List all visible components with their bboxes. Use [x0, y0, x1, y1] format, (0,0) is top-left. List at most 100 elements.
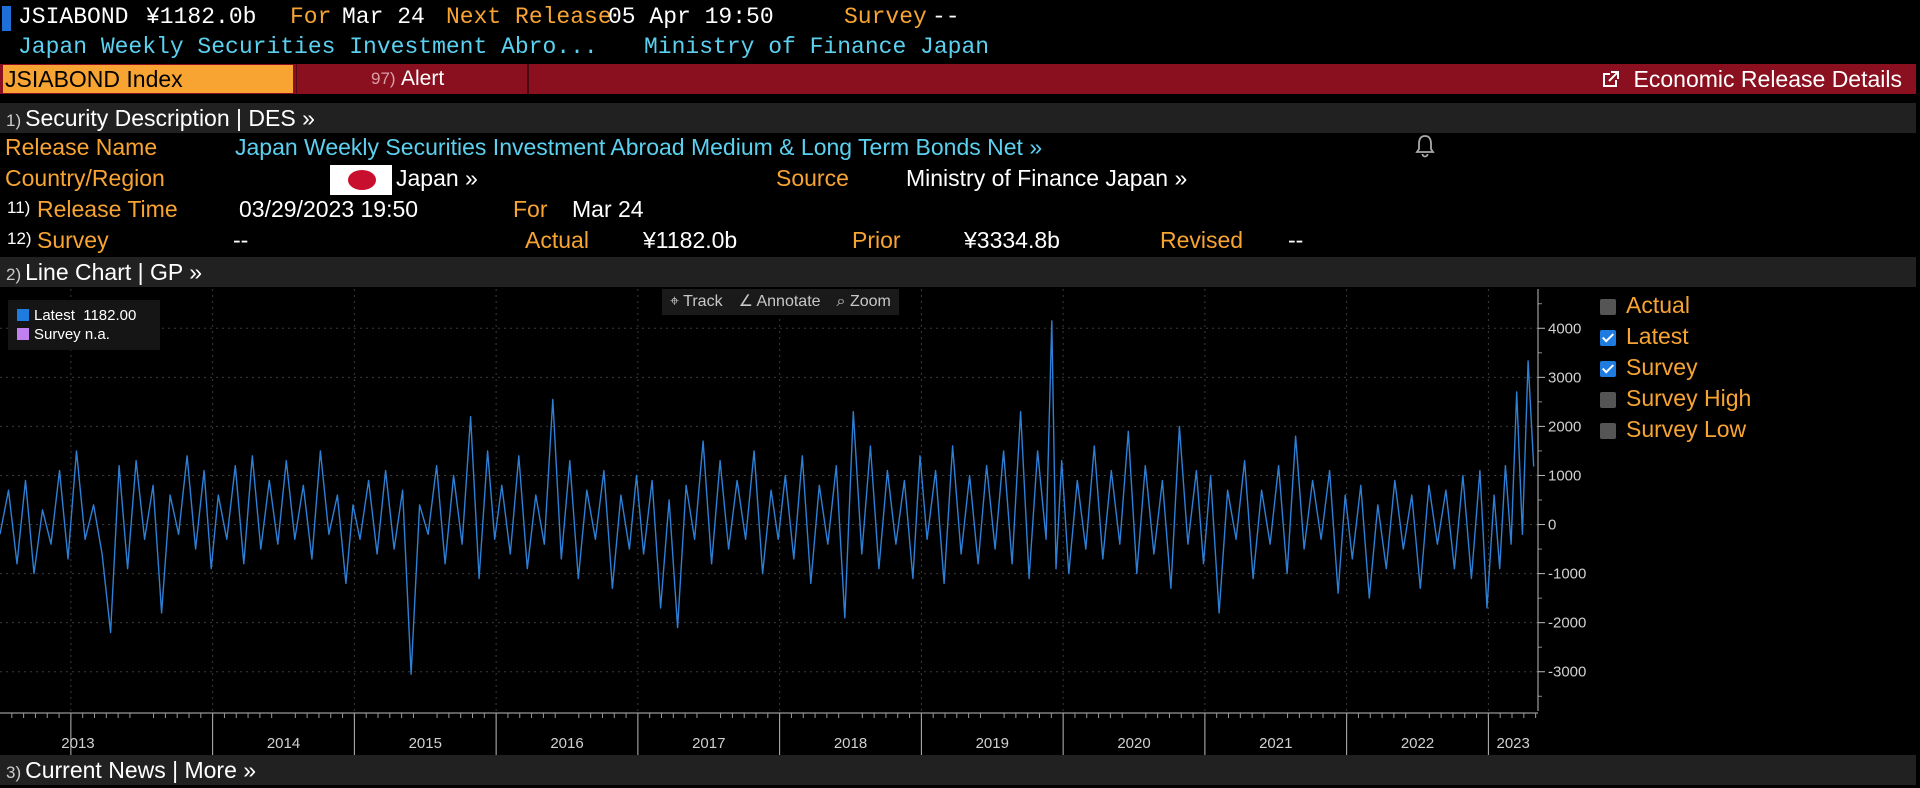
- chart-grid: [0, 289, 1538, 711]
- chart-area[interactable]: 4000 3000 2000 1000 0 -1000 -2000 -3000 2013 2014…: [0, 289, 1920, 755]
- track-button[interactable]: ⌖ Track: [662, 289, 731, 315]
- function-bar: [0, 64, 1916, 94]
- source-link[interactable]: Ministry of Finance Japan »: [906, 165, 1188, 191]
- actual-label: Actual: [525, 227, 589, 253]
- release-for-value: Mar 24: [572, 196, 644, 222]
- section-title: Current News | More »: [25, 757, 257, 783]
- y-tick-label: 3000: [1548, 369, 1581, 386]
- section-security-description[interactable]: 1) Security Description | DES »: [0, 103, 1916, 133]
- header-for-value: Mar 24: [342, 4, 425, 30]
- source-label: Source: [776, 165, 849, 191]
- release-time-number: 11): [7, 198, 31, 217]
- y-tick-label: 2000: [1548, 418, 1581, 435]
- checkbox-icon[interactable]: [1600, 330, 1616, 346]
- alert-label: Alert: [401, 67, 445, 90]
- header-next-release-label: Next Release: [446, 4, 612, 30]
- section-line-chart[interactable]: 2) Line Chart | GP »: [0, 257, 1916, 287]
- series-toggle-label: Survey High: [1626, 385, 1752, 411]
- legend-swatch: [17, 309, 29, 321]
- x-tick-label: 2013: [61, 735, 94, 752]
- pencil-icon: ∠: [738, 293, 753, 310]
- checkbox-icon[interactable]: [1600, 299, 1616, 315]
- series-toggle-survey-high[interactable]: Survey High: [1600, 383, 1751, 414]
- checkbox-icon[interactable]: [1600, 423, 1616, 439]
- release-for-label: For: [513, 196, 548, 222]
- bell-icon[interactable]: [1414, 134, 1436, 163]
- chart-series: [0, 320, 1535, 675]
- release-time-label[interactable]: Release Time: [37, 196, 178, 222]
- y-tick-label: -1000: [1548, 566, 1586, 583]
- y-tick-label: 0: [1548, 517, 1556, 534]
- header-source-short: Ministry of Finance Japan: [644, 34, 990, 60]
- alert-button[interactable]: 97) Alert: [296, 64, 529, 94]
- country-label: Country/Region: [5, 165, 165, 191]
- prior-label: Prior: [852, 227, 901, 253]
- zoom-label: Zoom: [849, 293, 891, 310]
- x-tick-label: 2020: [1117, 735, 1150, 752]
- series-toggle-survey[interactable]: Survey: [1600, 352, 1751, 383]
- external-link-icon: [1600, 66, 1634, 92]
- series-toggle-label: Survey Low: [1626, 416, 1747, 442]
- line-chart[interactable]: 4000 3000 2000 1000 0 -1000 -2000 -3000 2013 2014…: [0, 289, 1920, 755]
- x-tick-label: 2018: [834, 735, 867, 752]
- header-value: ¥1182.0b: [146, 4, 257, 30]
- y-tick-label: 4000: [1548, 320, 1581, 337]
- series-toggle-latest[interactable]: Latest: [1600, 321, 1751, 352]
- header-survey-value: --: [932, 4, 960, 30]
- release-time-value: 03/29/2023 19:50: [239, 196, 419, 222]
- checkbox-icon[interactable]: [1600, 361, 1616, 377]
- x-tick-label: 2022: [1401, 735, 1434, 752]
- prior-value: ¥3334.8b: [964, 227, 1060, 253]
- revised-value: --: [1288, 227, 1304, 253]
- legend-swatch: [17, 328, 29, 340]
- annotate-button[interactable]: ∠ Annotate: [731, 289, 829, 315]
- header-for-label: For: [290, 4, 332, 30]
- annotate-label: Annotate: [756, 293, 821, 310]
- survey-value: --: [233, 227, 249, 253]
- chart-axes: 4000 3000 2000 1000 0 -1000 -2000 -3000 2013 2014…: [0, 289, 1586, 755]
- erd-label: Economic Release Details: [1633, 66, 1902, 92]
- series-toggle-label: Latest: [1626, 323, 1689, 349]
- japan-flag-icon: [330, 165, 392, 195]
- crosshair-icon: ⌖: [670, 293, 680, 310]
- series-toggle-list: Actual Latest Survey Survey High Survey Low: [1600, 290, 1751, 445]
- zoom-button[interactable]: ⌕ Zoom: [829, 289, 899, 315]
- series-toggle-label: Actual: [1626, 292, 1690, 318]
- magnifier-icon: ⌕: [836, 293, 846, 310]
- actual-value: ¥1182.0b: [643, 227, 738, 253]
- series-toggle-label: Survey: [1626, 354, 1698, 380]
- survey-number: 12): [7, 229, 32, 248]
- section-title: Line Chart | GP »: [25, 259, 202, 285]
- checkbox-icon[interactable]: [1600, 392, 1616, 408]
- section-number: 3): [6, 763, 22, 782]
- legend-latest-value: 1182.00: [83, 307, 137, 324]
- x-tick-label: 2019: [976, 735, 1009, 752]
- ticker-tab[interactable]: JSIABOND Index: [3, 65, 293, 93]
- y-tick-label: 1000: [1548, 467, 1581, 484]
- country-link[interactable]: Japan »: [396, 165, 478, 191]
- section-title: Security Description | DES »: [25, 105, 315, 131]
- x-tick-label: 2021: [1259, 735, 1292, 752]
- section-current-news[interactable]: 3) Current News | More »: [0, 755, 1916, 785]
- alert-number: 97): [371, 69, 396, 88]
- economic-release-details-button[interactable]: Economic Release Details: [1600, 64, 1902, 94]
- legend-survey-label: Survey: [34, 326, 81, 343]
- chart-toolbar: ⌖ Track ∠ Annotate ⌕ Zoom: [662, 289, 899, 315]
- x-tick-label: 2014: [267, 735, 300, 752]
- legend-survey: Survey n.a.: [17, 326, 110, 343]
- x-tick-label: 2023: [1497, 735, 1530, 752]
- legend-latest: Latest 1182.00: [17, 307, 136, 324]
- track-label: Track: [683, 293, 723, 310]
- release-name-link[interactable]: Japan Weekly Securities Investment Abroa…: [235, 134, 1043, 160]
- x-tick-label: 2015: [409, 735, 442, 752]
- header-survey-label: Survey: [844, 4, 927, 30]
- header-name-short: Japan Weekly Securities Investment Abro.…: [18, 34, 598, 60]
- y-tick-label: -3000: [1548, 664, 1586, 681]
- series-toggle-survey-low[interactable]: Survey Low: [1600, 414, 1751, 445]
- section-number: 1): [6, 111, 22, 130]
- x-tick-label: 2017: [692, 735, 725, 752]
- survey-label[interactable]: Survey: [37, 227, 109, 253]
- revised-label: Revised: [1160, 227, 1244, 253]
- chart-legend: Latest 1182.00 Survey n.a.: [8, 300, 160, 350]
- series-toggle-actual[interactable]: Actual: [1600, 290, 1751, 321]
